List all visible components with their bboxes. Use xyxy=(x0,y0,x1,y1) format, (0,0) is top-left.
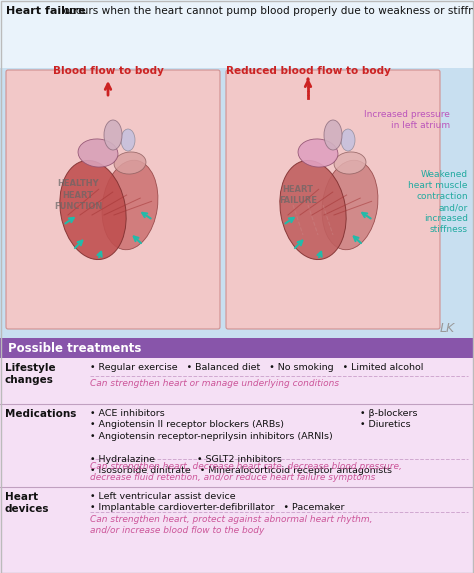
Text: Heart failure: Heart failure xyxy=(6,6,86,16)
Ellipse shape xyxy=(121,129,135,151)
Ellipse shape xyxy=(298,139,338,167)
FancyBboxPatch shape xyxy=(226,70,440,329)
Text: Can strengthen heart, decrease heart rate, decrease blood pressure,
decrease flu: Can strengthen heart, decrease heart rat… xyxy=(90,462,402,482)
Text: HEALTHY
HEART
FUNCTION: HEALTHY HEART FUNCTION xyxy=(54,179,102,211)
Text: • Left ventricular assist device
• Implantable cardioverter-defibrillator   • Pa: • Left ventricular assist device • Impla… xyxy=(90,492,345,512)
Text: Can strengthen heart or manage underlying conditions: Can strengthen heart or manage underlyin… xyxy=(90,379,339,388)
Text: occurs when the heart cannot pump blood properly due to weakness or stiffness of: occurs when the heart cannot pump blood … xyxy=(60,6,474,16)
Ellipse shape xyxy=(334,152,366,174)
Text: • β-blockers
• Diuretics: • β-blockers • Diuretics xyxy=(360,409,418,429)
Ellipse shape xyxy=(114,152,146,174)
Text: Possible treatments: Possible treatments xyxy=(8,342,141,355)
Text: HEART
FAILURE: HEART FAILURE xyxy=(279,185,317,205)
Text: Medications: Medications xyxy=(5,409,76,419)
FancyBboxPatch shape xyxy=(0,358,474,573)
Ellipse shape xyxy=(280,160,346,260)
FancyBboxPatch shape xyxy=(0,0,474,340)
Ellipse shape xyxy=(324,120,342,150)
Text: Blood flow to body: Blood flow to body xyxy=(53,66,164,76)
Text: Can strengthen heart, protect against abnormal heart rhythm,
and/or increase blo: Can strengthen heart, protect against ab… xyxy=(90,515,373,535)
Ellipse shape xyxy=(104,120,122,150)
Text: Lifestyle
changes: Lifestyle changes xyxy=(5,363,55,386)
FancyBboxPatch shape xyxy=(0,338,474,358)
Text: • Regular exercise   • Balanced diet   • No smoking   • Limited alcohol: • Regular exercise • Balanced diet • No … xyxy=(90,363,423,372)
Ellipse shape xyxy=(341,129,355,151)
Text: Weakened
heart muscle
contraction
and/or
increased
stiffness: Weakened heart muscle contraction and/or… xyxy=(409,170,468,234)
Text: LK: LK xyxy=(440,322,455,335)
Ellipse shape xyxy=(102,160,158,250)
Text: Increased pressure
in left atrium: Increased pressure in left atrium xyxy=(364,110,450,130)
Ellipse shape xyxy=(322,160,378,250)
Text: • ACE inhibitors
• Angiotensin II receptor blockers (ARBs)
• Angiotensin recepto: • ACE inhibitors • Angiotensin II recept… xyxy=(90,409,392,475)
FancyBboxPatch shape xyxy=(0,0,474,68)
Text: Heart
devices: Heart devices xyxy=(5,492,49,515)
Ellipse shape xyxy=(60,160,126,260)
Ellipse shape xyxy=(78,139,118,167)
Text: Reduced blood flow to body: Reduced blood flow to body xyxy=(226,66,391,76)
FancyBboxPatch shape xyxy=(6,70,220,329)
